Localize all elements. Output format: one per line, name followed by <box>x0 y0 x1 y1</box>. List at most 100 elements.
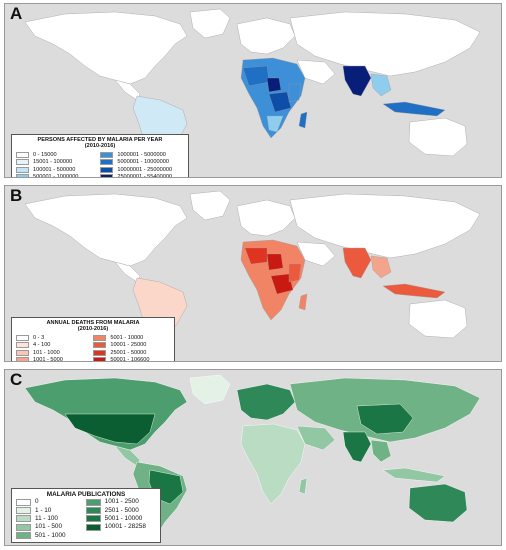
legend-swatch <box>100 166 114 173</box>
legend-items: 0 1001 - 2500 1 - 10 2501 - 5000 11 - 100 500… <box>16 498 156 539</box>
legend-label: 500001 - 1000000 <box>33 174 79 178</box>
legend-label: 0 - 15000 <box>33 151 57 158</box>
legend-title: PERSONS AFFECTED BY MALARIA PER YEAR <box>37 137 163 143</box>
map-panel-b: B ANNUAL DEATHS FROM MALARIA (2010-2016)… <box>4 185 502 362</box>
legend-subtitle: (2010-2016) <box>84 143 116 150</box>
drc-region <box>268 91 292 113</box>
greenland-land <box>189 190 231 221</box>
legend-swatch <box>85 515 101 523</box>
nigeria-region <box>266 253 284 271</box>
legend-label: 25000001 - 55400000 <box>117 174 173 178</box>
legend-label: 10000001 - 25000000 <box>117 166 173 173</box>
greenland-land <box>189 374 231 405</box>
legend-label: 1001 - 2500 <box>104 498 139 506</box>
legend-swatch <box>93 342 107 349</box>
india-land <box>342 65 372 97</box>
legend-swatch <box>16 531 31 539</box>
legend-item: 5001 - 10000 <box>93 334 170 342</box>
legend-label: 0 - 3 <box>33 334 45 341</box>
legend-item: 0 - 15000 <box>16 151 90 159</box>
legend-label: 5000001 - 10000000 <box>117 159 169 166</box>
legend-label: 100001 - 500000 <box>33 166 76 173</box>
legend-swatch <box>16 515 31 523</box>
legend-swatch <box>93 335 107 342</box>
greenland-land <box>189 8 231 39</box>
legend-item: 1001 - 5000 <box>16 357 83 361</box>
china-region <box>356 403 414 435</box>
legend-item: 0 <box>16 498 76 506</box>
legend-label: 101 - 500 <box>35 523 63 531</box>
india-land <box>342 431 372 463</box>
legend-annual-deaths: ANNUAL DEATHS FROM MALARIA (2010-2016) 0… <box>11 317 175 362</box>
legend-label: 5001 - 10000 <box>110 334 144 341</box>
legend-swatch <box>16 523 31 531</box>
africa-regions-b <box>244 247 302 295</box>
legend-label: 10001 - 25000 <box>110 342 147 349</box>
usa-region <box>64 413 156 445</box>
legend-label: 11 - 100 <box>35 515 58 523</box>
asia-land <box>289 193 481 259</box>
madagascar-land <box>298 477 308 495</box>
panel-letter-c: C <box>10 370 23 389</box>
legend-swatch <box>16 166 29 173</box>
legend-swatch <box>16 335 29 342</box>
drc-region <box>270 273 294 295</box>
legend-swatch <box>16 349 29 356</box>
india-land <box>342 247 372 279</box>
madagascar-land <box>298 293 308 311</box>
west-africa-region <box>244 247 268 265</box>
legend-swatch <box>100 174 114 177</box>
australia-land <box>408 299 468 339</box>
middle-east-land <box>296 425 336 451</box>
australia-land <box>408 483 468 523</box>
southern-africa-region <box>266 115 284 133</box>
north-america-land <box>24 193 188 267</box>
nigeria-region <box>266 77 282 93</box>
europe-land <box>236 383 296 421</box>
legend-swatch <box>93 357 107 361</box>
indonesia-land <box>382 467 446 483</box>
legend-label: 1 - 10 <box>35 506 52 514</box>
legend-item: 10000001 - 25000000 <box>100 167 184 173</box>
legend-swatch <box>100 152 114 159</box>
legend-item: 11 - 100 <box>16 515 76 523</box>
legend-label: 50001 - 106600 <box>110 357 150 362</box>
legend-swatch <box>100 159 114 166</box>
legend-items: 0 - 15000 1000001 - 5000000 15001 - 100000… <box>16 151 184 178</box>
southeast-asia-land <box>370 73 392 97</box>
middle-east-land <box>296 241 336 267</box>
legend-swatch <box>16 357 29 361</box>
legend-item: 101 - 1000 <box>16 350 83 356</box>
africa-regions-a <box>242 65 302 133</box>
legend-label: 101 - 1000 <box>33 349 60 356</box>
legend-persons-affected: PERSONS AFFECTED BY MALARIA PER YEAR (20… <box>11 134 189 178</box>
legend-swatch <box>85 506 101 514</box>
legend-swatch <box>16 152 29 159</box>
east-africa-region <box>288 263 302 283</box>
map-panel-c: C MALARIA PUBLICATIONS 0 1001 - 2500 1 - 1… <box>4 369 502 546</box>
legend-item: 0 - 3 <box>16 334 83 342</box>
indonesia-land <box>382 101 446 117</box>
panel-letter-b: B <box>10 186 23 205</box>
australia-land <box>408 117 468 157</box>
legend-label: 2501 - 5000 <box>104 506 139 514</box>
asia-land <box>289 11 481 77</box>
legend-item: 100001 - 500000 <box>16 167 90 173</box>
legend-item: 1001 - 2500 <box>85 498 156 506</box>
legend-label: 15001 - 100000 <box>33 159 73 166</box>
legend-item: 5000001 - 10000000 <box>100 159 184 166</box>
legend-items: 0 - 3 5001 - 10000 4 - 100 10001 - 25000 101… <box>16 334 170 362</box>
legend-item: 1 - 10 <box>16 507 76 514</box>
legend-label: 5001 - 10000 <box>104 515 143 523</box>
legend-item: 1000001 - 5000000 <box>100 152 184 159</box>
legend-swatch <box>85 523 101 531</box>
europe-land <box>236 199 296 237</box>
madagascar-land <box>298 111 308 129</box>
africa-land <box>240 423 306 505</box>
legend-item: 25001 - 50000 <box>93 350 170 356</box>
legend-label: 4 - 100 <box>33 342 51 349</box>
legend-title: MALARIA PUBLICATIONS <box>46 491 126 498</box>
legend-item: 5001 - 10000 <box>85 515 156 523</box>
north-america-land <box>24 11 188 85</box>
legend-item: 15001 - 100000 <box>16 159 90 166</box>
